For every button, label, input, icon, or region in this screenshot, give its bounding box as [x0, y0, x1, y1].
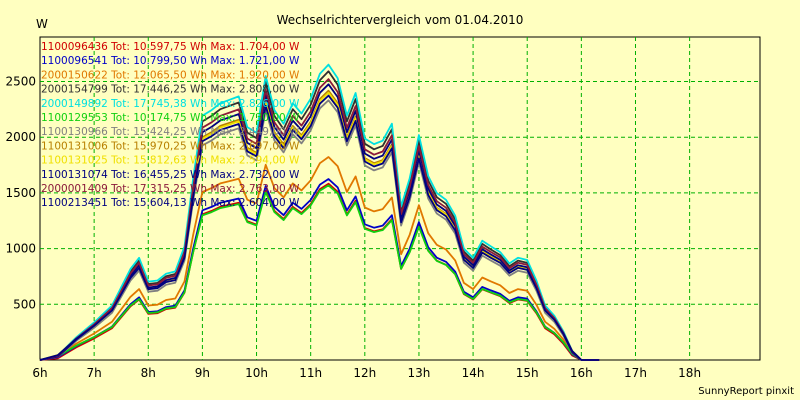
legend-entry-1100096541: 1100096541 Tot: 10.799,50 Wh Max: 1.721,… [41, 55, 300, 67]
y-axis-label: W [36, 17, 48, 31]
series-line-1100213451 [39, 94, 600, 361]
legend-entry-2000001409: 2000001409 Tot: 17.315,25 Wh Max: 2.763,… [41, 183, 300, 195]
x-tick-label: 16h [570, 366, 593, 380]
x-tick-label: 15h [516, 366, 539, 380]
credit-text: SunnyReport pinxit [698, 386, 794, 397]
y-tick-label: 2000 [5, 130, 36, 144]
axis-ticks: 6h 7h 8h 9h 10h 11h 12h 13h 14h 15h 16h 17h 18h 500 10… [5, 75, 701, 380]
x-tick-label: 7h [87, 366, 102, 380]
x-tick-label: 9h [195, 366, 210, 380]
legend-entry-1100096436: 1100096436 Tot: 10.597,75 Wh Max: 1.704,… [41, 41, 300, 53]
legend-entry-1100129553: 1100129553 Tot: 10.174,75 Wh Max: 1.730,… [41, 112, 300, 124]
x-tick-label: 14h [462, 366, 485, 380]
x-tick-label: 13h [408, 366, 431, 380]
series-line-2000001409 [39, 78, 600, 361]
legend-entry-1100131074: 1100131074 Tot: 16.455,25 Wh Max: 2.732,… [41, 169, 300, 181]
y-tick-label: 1500 [5, 186, 36, 200]
x-tick-label: 18h [678, 366, 701, 380]
series-line-1100130966 [39, 99, 600, 361]
y-tick-label: 2500 [5, 75, 36, 89]
legend-entry-2000149892: 2000149892 Tot: 17.745,38 Wh Max: 2.826,… [41, 98, 300, 110]
legend-entry-1100131025: 1100131025 Tot: 15.812,63 Wh Max: 2.594,… [41, 155, 300, 167]
series-lines [39, 63, 600, 361]
x-tick-label: 8h [141, 366, 156, 380]
legend-entry-2000154799: 2000154799 Tot: 17.446,25 Wh Max: 2.808,… [41, 84, 300, 96]
series-line-2000154799 [39, 70, 600, 361]
legend-entry-2000150622: 2000150622 Tot: 12.065,50 Wh Max: 1.920,… [41, 69, 300, 81]
legend-entry-1100131006: 1100131006 Tot: 15.970,25 Wh Max: 2.697,… [41, 140, 300, 152]
x-tick-label: 6h [32, 366, 47, 380]
x-tick-label: 17h [624, 366, 647, 380]
legend-entry-1100130966: 1100130966 Tot: 15.424,25 Wh Max: 2.449,… [41, 126, 300, 138]
legend-entry-1100213451: 1100213451 Tot: 15.604,13 Wh Max: 2.604,… [41, 197, 300, 209]
series-line-1100129553 [39, 184, 600, 361]
y-tick-label: 1000 [5, 242, 36, 256]
series-line-2000149892 [39, 63, 600, 361]
chart-title: Wechselrichtervergleich vom 01.04.2010 [277, 13, 524, 27]
x-tick-label: 10h [245, 366, 268, 380]
series-line-1100096541 [39, 178, 600, 361]
series-line-2000150622 [39, 156, 600, 361]
x-tick-label: 11h [299, 366, 322, 380]
y-tick-label: 500 [13, 297, 36, 311]
legend: 1100096436 Tot: 10.597,75 Wh Max: 1.704,… [41, 41, 300, 209]
x-tick-label: 12h [353, 366, 376, 380]
series-line-1100131074 [39, 83, 600, 361]
